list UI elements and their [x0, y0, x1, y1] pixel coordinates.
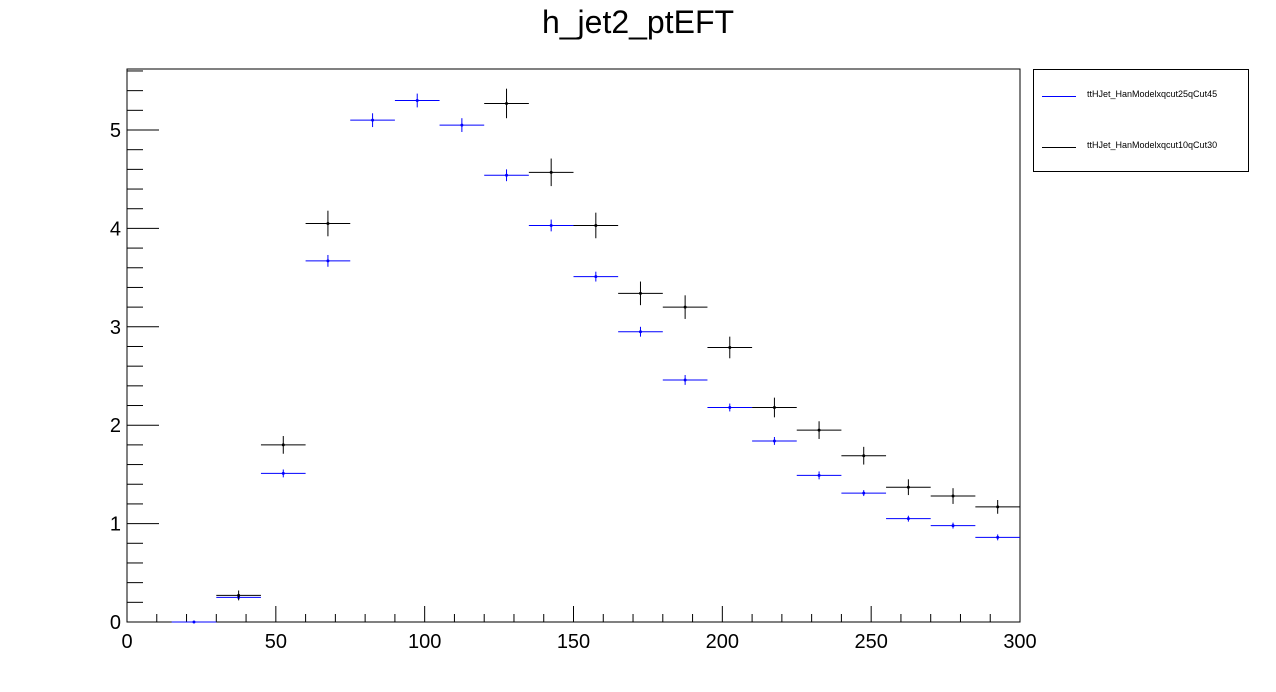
point-marker: [505, 173, 509, 177]
y-tick-label: 4: [110, 218, 121, 240]
point-marker: [862, 491, 866, 495]
data-point: [528, 158, 574, 187]
legend-entry-series-2: ttHJet_HanModelxqcut10qCut30: [1034, 137, 1248, 157]
data-point: [394, 93, 440, 108]
x-tick-label: 250: [854, 631, 887, 653]
point-marker: [996, 535, 1000, 539]
point-marker: [326, 221, 330, 225]
point-marker: [817, 473, 821, 477]
point-marker: [549, 223, 553, 227]
data-point: [350, 113, 395, 128]
point-marker: [594, 275, 598, 279]
point-marker: [906, 517, 910, 521]
y-tick-label: 1: [110, 514, 121, 536]
axes: 0 50 100 150 200 250 300 0 1 2 3 4 5: [110, 70, 1037, 653]
point-marker: [996, 505, 1000, 509]
data-point: [260, 469, 306, 478]
data-point: [930, 522, 976, 529]
point-marker: [951, 524, 955, 528]
data-point: [841, 446, 887, 465]
y-tick-label: 5: [110, 120, 121, 142]
point-marker: [862, 454, 866, 458]
point-marker: [460, 123, 464, 127]
data-point: [796, 421, 842, 439]
point-marker: [951, 494, 955, 498]
point-marker: [594, 223, 598, 227]
data-point: [528, 219, 574, 232]
x-tick-label: 0: [121, 631, 132, 653]
x-tick-label: 300: [1003, 631, 1036, 653]
legend-swatch-series-2: [1042, 147, 1076, 148]
x-tick-label: 200: [706, 631, 739, 653]
x-tick-label: 100: [408, 631, 441, 653]
data-point: [752, 437, 797, 445]
data-point: [707, 403, 753, 412]
point-marker: [772, 405, 776, 409]
data-point: [707, 336, 753, 359]
point-marker: [906, 485, 910, 489]
point-marker: [415, 98, 419, 102]
data-point: [618, 281, 663, 306]
chart-title: h_jet2_ptEFT: [541, 4, 735, 40]
point-marker: [371, 118, 375, 122]
point-marker: [192, 620, 196, 624]
data-point: [216, 590, 261, 601]
point-marker: [638, 291, 642, 295]
data-point: [886, 515, 931, 522]
data-point: [484, 88, 529, 119]
data-point: [975, 534, 1020, 541]
point-marker: [772, 439, 776, 443]
legend-swatch-series-1: [1042, 96, 1076, 97]
point-marker: [281, 443, 285, 447]
data-point: [439, 118, 485, 132]
legend: ttHJet_HanModelxqcut25qCut45 ttHJet_HanM…: [1033, 69, 1249, 172]
x-tick-label: 50: [265, 631, 287, 653]
data-point: [305, 210, 351, 237]
point-marker: [326, 259, 330, 263]
point-marker: [817, 428, 821, 432]
data-point: [305, 254, 351, 267]
data-point: [886, 479, 931, 496]
y-tick-label: 3: [110, 317, 121, 339]
point-marker: [505, 101, 509, 105]
point-marker: [683, 305, 687, 309]
point-marker: [237, 593, 241, 597]
point-marker: [683, 378, 687, 382]
point-marker: [728, 405, 732, 409]
data-point: [260, 436, 306, 454]
series-1: [171, 93, 1020, 624]
data-point: [662, 375, 708, 385]
data-point: [618, 326, 663, 337]
data-point: [930, 488, 976, 504]
legend-entry-series-1: ttHJet_HanModelxqcut25qCut45: [1034, 86, 1248, 106]
plot-frame: [126, 68, 1021, 623]
point-marker: [728, 345, 732, 349]
data-point: [752, 397, 797, 418]
point-marker: [281, 471, 285, 475]
data-point: [573, 212, 619, 239]
data-point: [796, 471, 842, 480]
data-point: [662, 295, 708, 319]
legend-label-series-2: ttHJet_HanModelxqcut10qCut30: [1087, 140, 1218, 150]
data-point: [975, 499, 1020, 514]
data-point: [841, 490, 887, 497]
legend-label-series-1: ttHJet_HanModelxqcut25qCut45: [1087, 89, 1218, 99]
data-marks: [171, 88, 1020, 624]
point-marker: [549, 170, 553, 174]
x-tick-label: 150: [557, 631, 590, 653]
y-tick-label: 2: [110, 415, 121, 437]
data-point: [573, 271, 619, 282]
series-2: [216, 88, 1020, 601]
point-marker: [638, 330, 642, 334]
data-point: [484, 169, 529, 182]
data-point: [171, 620, 217, 624]
y-tick-label: 0: [110, 612, 121, 634]
